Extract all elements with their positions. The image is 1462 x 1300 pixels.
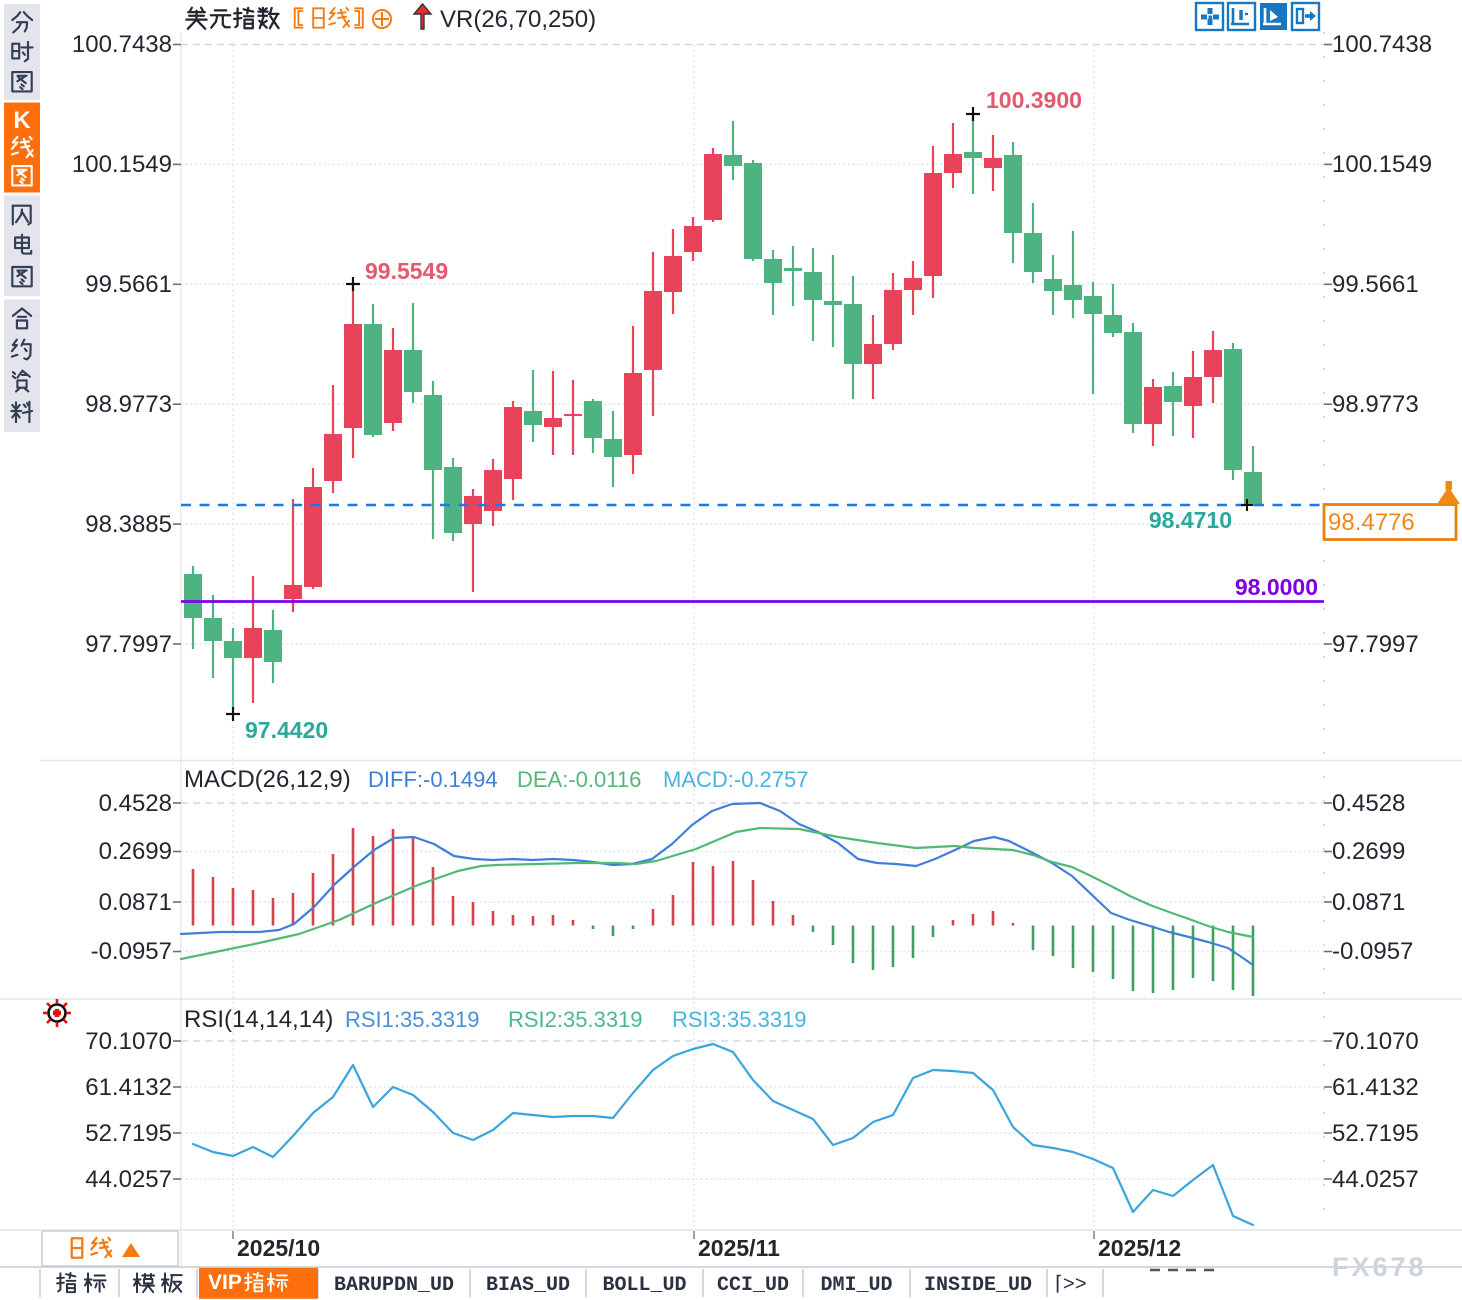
svg-text:44.0257: 44.0257: [85, 1166, 172, 1193]
svg-text:0.0871: 0.0871: [99, 889, 172, 916]
svg-text:RSI1:35.3319: RSI1:35.3319: [345, 1007, 480, 1032]
svg-text:52.7195: 52.7195: [85, 1120, 172, 1147]
svg-text:61.4132: 61.4132: [1332, 1074, 1419, 1101]
svg-text:70.1070: 70.1070: [85, 1028, 172, 1055]
svg-text:98.9773: 98.9773: [1332, 391, 1419, 418]
svg-text:BIAS_UD: BIAS_UD: [486, 1274, 570, 1297]
svg-text:2025/11: 2025/11: [698, 1235, 780, 1261]
svg-text:99.5661: 99.5661: [85, 271, 172, 298]
svg-text:RSI3:35.3319: RSI3:35.3319: [672, 1007, 807, 1032]
svg-text:0.4528: 0.4528: [99, 790, 172, 817]
svg-text:99.5661: 99.5661: [1332, 271, 1419, 298]
svg-text:DMI_UD: DMI_UD: [820, 1274, 892, 1297]
svg-text:97.7997: 97.7997: [1332, 631, 1419, 658]
svg-text:MACD(26,12,9): MACD(26,12,9): [184, 766, 351, 793]
svg-text:⌈>>: ⌈>>: [1055, 1274, 1087, 1297]
svg-text:52.7195: 52.7195: [1332, 1120, 1419, 1147]
svg-text:FX678: FX678: [1332, 1252, 1427, 1282]
svg-text:BARUPDN_UD: BARUPDN_UD: [334, 1274, 454, 1297]
svg-text:0.2699: 0.2699: [99, 838, 172, 865]
svg-text:98.0000: 98.0000: [1235, 574, 1318, 600]
svg-text:2025/12: 2025/12: [1098, 1235, 1181, 1261]
svg-text:0.2699: 0.2699: [1332, 838, 1405, 865]
svg-text:100.1549: 100.1549: [1332, 151, 1432, 178]
svg-text:0.4528: 0.4528: [1332, 790, 1405, 817]
svg-text:VIP: VIP: [208, 1271, 242, 1294]
svg-text:98.3885: 98.3885: [85, 511, 172, 538]
svg-text:100.1549: 100.1549: [72, 151, 172, 178]
svg-text:100.7438: 100.7438: [72, 31, 172, 58]
svg-text:2025/10: 2025/10: [237, 1235, 320, 1261]
svg-text:98.4710: 98.4710: [1149, 507, 1232, 533]
svg-text:MACD:-0.2757: MACD:-0.2757: [663, 767, 809, 792]
svg-text:97.7997: 97.7997: [85, 631, 172, 658]
svg-text:0.0871: 0.0871: [1332, 889, 1405, 916]
svg-text:98.4776: 98.4776: [1328, 509, 1415, 536]
svg-text:61.4132: 61.4132: [85, 1074, 172, 1101]
svg-text:BOLL_UD: BOLL_UD: [602, 1274, 686, 1297]
svg-text:100.7438: 100.7438: [1332, 31, 1432, 58]
svg-text:70.1070: 70.1070: [1332, 1028, 1419, 1055]
svg-text:97.4420: 97.4420: [245, 717, 328, 743]
svg-text:44.0257: 44.0257: [1332, 1166, 1419, 1193]
svg-text:98.9773: 98.9773: [85, 391, 172, 418]
svg-text:VR(26,70,250): VR(26,70,250): [440, 6, 596, 33]
svg-text:99.5549: 99.5549: [365, 258, 448, 284]
svg-text:100.3900: 100.3900: [986, 87, 1082, 113]
svg-text:CCI_UD: CCI_UD: [717, 1274, 789, 1297]
svg-text:-0.0957: -0.0957: [1332, 938, 1413, 965]
svg-text:DIFF:-0.1494: DIFF:-0.1494: [368, 767, 498, 792]
svg-text:DEA:-0.0116: DEA:-0.0116: [517, 767, 641, 792]
svg-text:K: K: [13, 107, 31, 134]
svg-text:-0.0957: -0.0957: [91, 938, 172, 965]
svg-text:RSI2:35.3319: RSI2:35.3319: [508, 1007, 643, 1032]
svg-text:RSI(14,14,14): RSI(14,14,14): [184, 1006, 333, 1033]
svg-text:INSIDE_UD: INSIDE_UD: [924, 1274, 1032, 1297]
